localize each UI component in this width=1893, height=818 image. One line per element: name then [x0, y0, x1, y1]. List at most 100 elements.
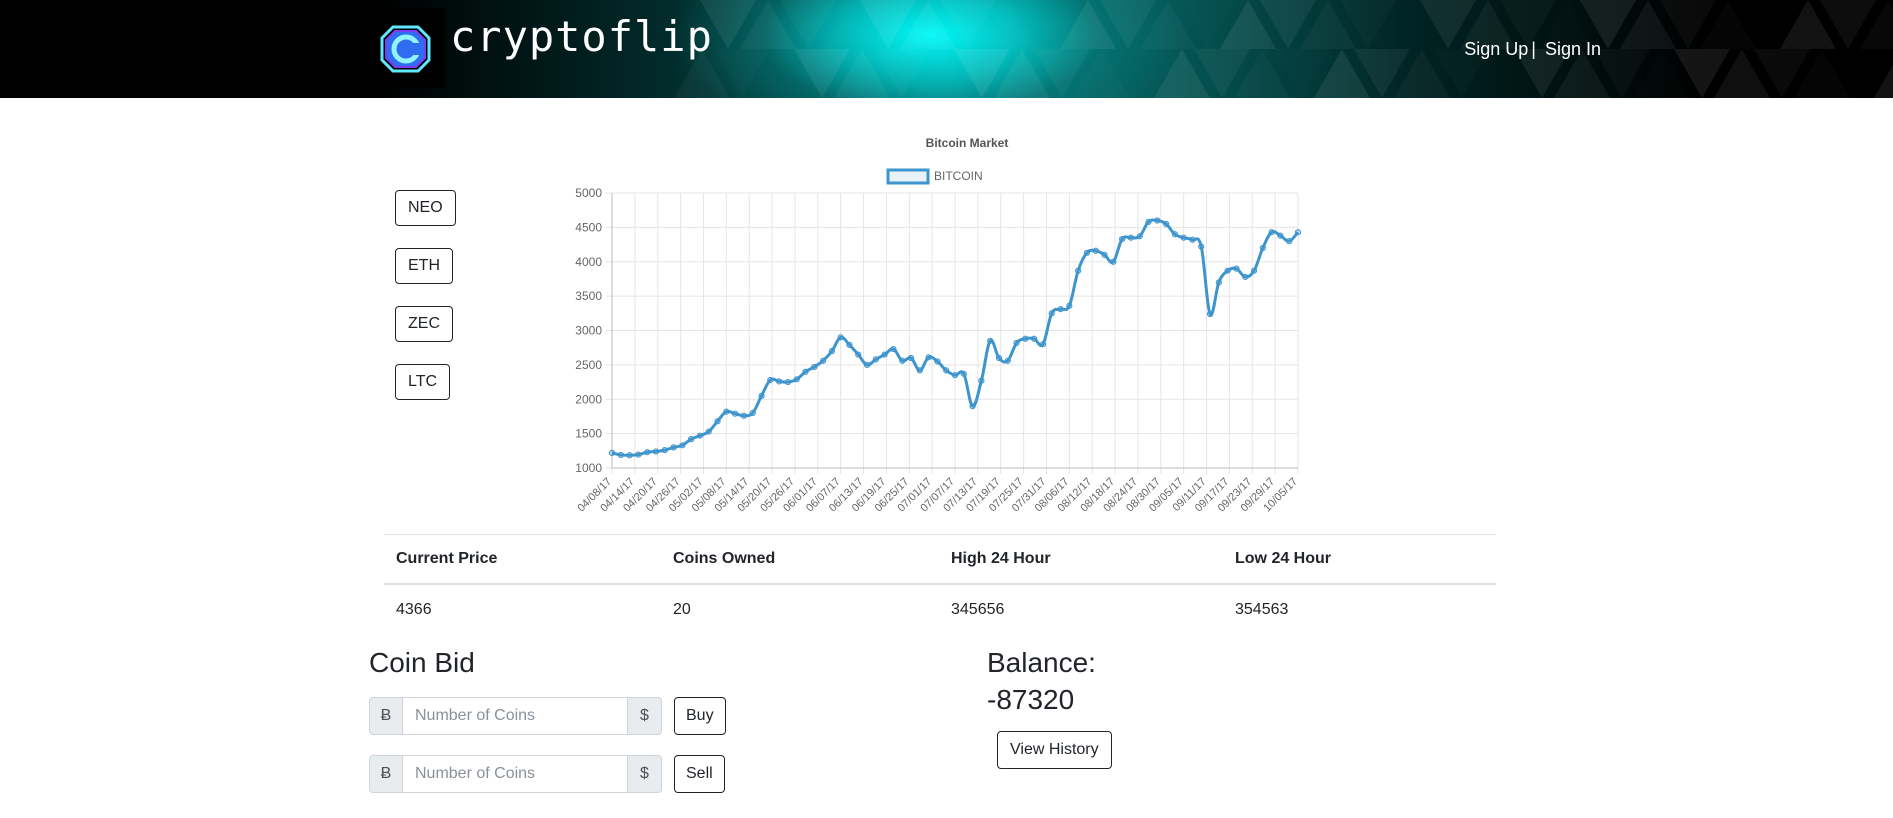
header-triangle: [1554, 49, 1610, 98]
data-point: [732, 410, 739, 417]
buy-input-group: Ƀ $: [369, 697, 662, 735]
data-point: [855, 351, 862, 358]
data-point: [1294, 229, 1302, 236]
dollar-suffix: $: [628, 755, 662, 793]
view-history-button[interactable]: View History: [997, 731, 1112, 769]
data-point: [705, 428, 712, 435]
data-point: [863, 361, 871, 368]
coin-button-zec[interactable]: ZEC: [395, 306, 453, 342]
header-triangle: [1754, 49, 1810, 98]
data-point: [776, 378, 783, 385]
signup-link[interactable]: Sign Up: [1464, 39, 1529, 59]
header-triangle: [1874, 64, 1893, 98]
bitcoin-market-chart: Bitcoin Market BITCOIN 1000 1500 2000 2500 300…: [575, 136, 1302, 514]
data-point: [652, 448, 660, 455]
data-point: [767, 376, 774, 384]
data-point: [1031, 335, 1038, 342]
data-point: [1198, 243, 1205, 250]
data-point: [1039, 341, 1047, 348]
header-current-price: Current Price: [396, 550, 498, 567]
data-point: [907, 354, 915, 362]
dollar-suffix: $: [628, 697, 662, 735]
header-triangle: [1460, 0, 1516, 49]
y-tick-label: 2500: [575, 358, 602, 372]
data-point: [1180, 234, 1187, 241]
data-point: [1127, 234, 1134, 241]
data-point: [1286, 238, 1293, 245]
header-triangle: [1354, 49, 1410, 98]
balance-label: Balance:: [987, 647, 1096, 678]
header-triangle: [1714, 49, 1770, 98]
header-banner: cryptoflip Sign Up | Sign In: [0, 0, 1893, 98]
data-point: [890, 345, 897, 353]
data-point: [881, 351, 888, 358]
coin-button-neo[interactable]: NEO: [395, 190, 456, 226]
y-tick-label: 3000: [575, 324, 602, 338]
header-triangle: [794, 49, 850, 98]
data-point: [1189, 236, 1196, 243]
data-point: [696, 432, 704, 439]
data-point: [1136, 233, 1143, 240]
stats-table: Current Price Coins Owned High 24 Hour L…: [384, 534, 1496, 635]
header-triangle: [940, 0, 996, 49]
data-point: [943, 367, 950, 374]
data-point: [978, 377, 985, 384]
legend-swatch: [886, 168, 930, 185]
data-point: [846, 341, 853, 349]
data-point: [688, 436, 695, 443]
header-triangle: [1780, 0, 1836, 49]
low-24-value: 354563: [1235, 601, 1289, 618]
header-triangle: [1154, 49, 1210, 98]
data-point: [1162, 220, 1170, 228]
signin-link[interactable]: Sign In: [1544, 39, 1601, 59]
y-tick-label: 1500: [575, 427, 602, 441]
header-triangle: [1674, 49, 1730, 98]
header-low-24: Low 24 Hour: [1235, 550, 1332, 567]
y-tick-label: 2000: [575, 392, 602, 406]
coin-button-eth[interactable]: ETH: [395, 248, 453, 284]
y-tick-label: 1000: [575, 461, 602, 475]
data-point: [802, 368, 809, 375]
data-point: [995, 354, 1003, 362]
data-point: [1215, 279, 1222, 286]
data-point: [670, 444, 677, 451]
data-point: [1250, 267, 1258, 274]
data-point: [644, 449, 651, 456]
data-point: [1233, 265, 1240, 272]
bitcoin-prefix: Ƀ: [369, 755, 403, 793]
data-point: [819, 357, 827, 364]
buy-button[interactable]: Buy: [674, 697, 726, 735]
header-triangle: [994, 49, 1050, 98]
buy-coins-input[interactable]: [403, 697, 628, 735]
header-triangle: [1514, 49, 1570, 98]
data-point: [1075, 267, 1082, 274]
header-triangle: [1034, 49, 1090, 98]
data-point: [1092, 247, 1099, 254]
high-24-value: 345656: [951, 601, 1005, 618]
data-point: [872, 356, 879, 363]
sell-button[interactable]: Sell: [674, 755, 725, 793]
data-point: [1004, 357, 1011, 364]
data-point: [925, 354, 932, 361]
data-point: [626, 452, 633, 459]
data-point: [1066, 302, 1073, 309]
stats-value-row: 4366 20 345656 354563: [384, 585, 1496, 635]
data-point: [749, 409, 756, 417]
data-point: [1048, 310, 1055, 317]
sell-coins-input[interactable]: [403, 755, 628, 793]
logo[interactable]: [366, 8, 445, 88]
data-point: [987, 337, 994, 344]
data-point: [969, 403, 976, 410]
nav-separator: |: [1531, 39, 1536, 59]
current-price-value: 4366: [396, 601, 432, 618]
chart-title: Bitcoin Market: [926, 136, 1009, 150]
data-point: [828, 348, 835, 355]
header-triangle: [1100, 0, 1156, 49]
data-point: [1145, 218, 1152, 225]
header-triangle-pattern: [674, 0, 1893, 98]
y-tick-label: 4000: [575, 255, 602, 269]
coin-button-ltc[interactable]: LTC: [395, 364, 451, 400]
data-point: [784, 378, 791, 386]
stats-header-row: Current Price Coins Owned High 24 Hour L…: [384, 534, 1496, 585]
header-triangle: [1300, 0, 1356, 49]
